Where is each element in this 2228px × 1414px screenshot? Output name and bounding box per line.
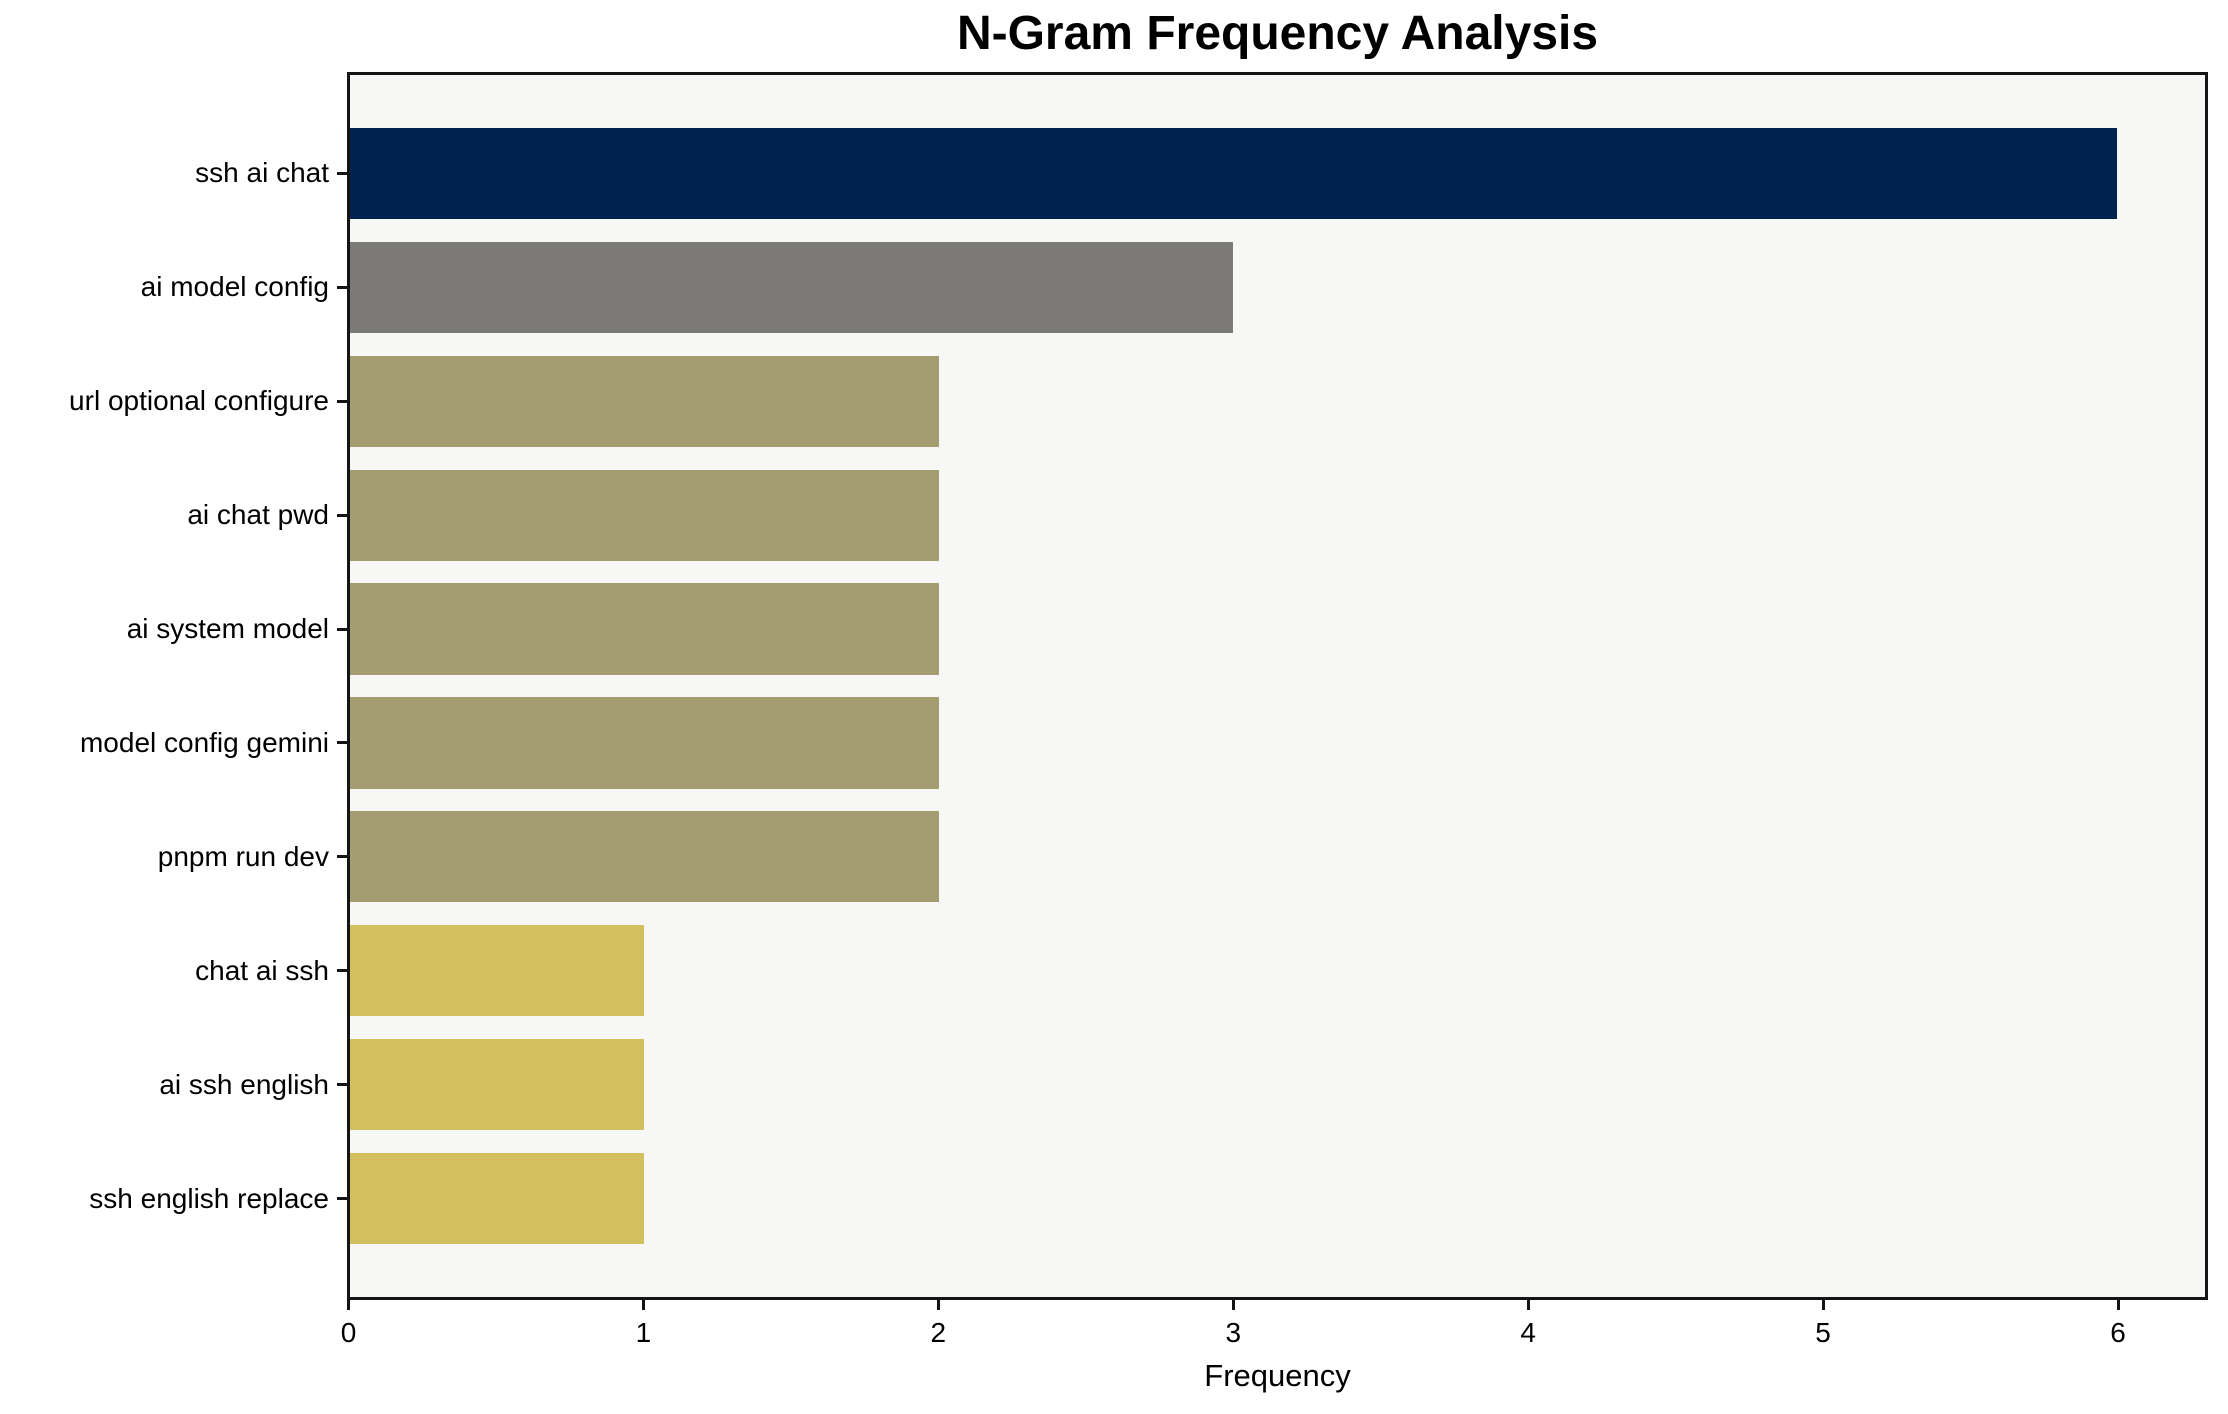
x-tick-mark bbox=[1231, 1300, 1235, 1310]
bar bbox=[350, 583, 939, 675]
x-tick-mark bbox=[936, 1300, 940, 1310]
bar bbox=[350, 355, 939, 447]
chart-title: N-Gram Frequency Analysis bbox=[956, 7, 1599, 60]
bar bbox=[350, 127, 2117, 219]
y-tick-mark bbox=[337, 1197, 347, 1201]
x-tick-label: 6 bbox=[2110, 1317, 2126, 1348]
y-tick-label: ai ssh english bbox=[159, 1068, 329, 1100]
x-tick-mark bbox=[1526, 1300, 1530, 1310]
y-tick-mark bbox=[337, 855, 347, 859]
bar bbox=[350, 925, 645, 1017]
y-tick-mark bbox=[337, 513, 347, 517]
y-tick-label: url optional configure bbox=[69, 385, 329, 417]
x-axis-label: Frequency bbox=[1204, 1358, 1351, 1393]
y-tick-mark bbox=[337, 627, 347, 631]
x-tick-label: 4 bbox=[1520, 1317, 1536, 1348]
y-tick-label: ai system model bbox=[126, 613, 329, 645]
bar bbox=[350, 241, 1234, 333]
x-tick-mark bbox=[347, 1300, 350, 1310]
y-tick-mark bbox=[337, 285, 347, 289]
x-tick-label: 0 bbox=[340, 1317, 357, 1348]
y-tick-mark bbox=[337, 399, 347, 403]
x-tick-label: 3 bbox=[1225, 1317, 1242, 1348]
y-tick-mark bbox=[337, 741, 347, 745]
bar bbox=[350, 697, 939, 789]
y-tick-label: chat ai ssh bbox=[195, 954, 329, 986]
x-tick-mark bbox=[1821, 1300, 1825, 1310]
bar bbox=[350, 811, 939, 903]
y-tick-mark bbox=[337, 1083, 347, 1087]
x-tick-mark bbox=[641, 1300, 645, 1310]
bar bbox=[350, 1153, 645, 1245]
y-tick-mark bbox=[337, 171, 347, 175]
y-tick-label: ssh ai chat bbox=[195, 157, 329, 189]
y-tick-label: model config gemini bbox=[79, 726, 329, 758]
x-tick-label: 5 bbox=[1815, 1317, 1831, 1348]
y-tick-label: ai model config bbox=[140, 271, 329, 303]
x-tick-mark bbox=[2116, 1300, 2120, 1310]
y-tick-label: ai chat pwd bbox=[187, 499, 329, 531]
bar bbox=[350, 469, 939, 561]
x-tick-label: 2 bbox=[930, 1317, 947, 1348]
bar bbox=[350, 1039, 645, 1131]
y-tick-label: ssh english replace bbox=[89, 1182, 329, 1214]
x-tick-label: 1 bbox=[635, 1317, 652, 1348]
y-tick-label: pnpm run dev bbox=[157, 840, 329, 872]
y-tick-mark bbox=[337, 969, 347, 973]
